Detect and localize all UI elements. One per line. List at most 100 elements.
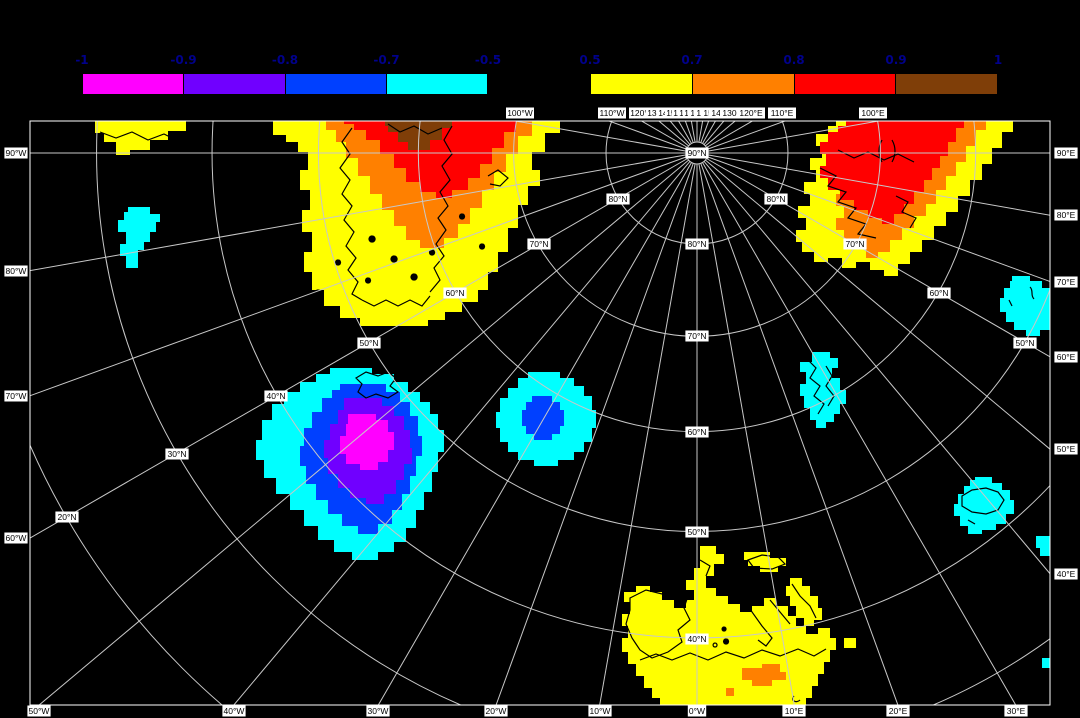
grid-labels: 100°W110°W120°W130°W140°W150°W160°W170°W… (4, 107, 1078, 717)
grid-label-box (527, 238, 551, 250)
grid-label: 40°N (685, 633, 709, 645)
meridian-line (705, 159, 1050, 450)
meridian-line (30, 154, 687, 272)
coastline (878, 139, 883, 163)
region-ural-cyan (800, 352, 846, 428)
grid-label-text: 60°N (688, 427, 707, 437)
grid-label-box (629, 107, 657, 119)
meridian-line (702, 162, 1017, 705)
meridian-line (30, 156, 687, 397)
grid-label-text: 40°E (1057, 569, 1076, 579)
coastline (825, 365, 835, 407)
coastline (791, 583, 817, 619)
negative-colorbar-segment-0 (83, 74, 185, 94)
region-africa-orange-dot (726, 688, 734, 696)
grid-label: 90°W (4, 147, 28, 159)
grid-label: 80°W (4, 265, 28, 277)
region-atlantic-magenta (340, 414, 394, 470)
positive-colorbar-segment-3 (896, 74, 997, 94)
grid-label: 80°N (764, 193, 788, 205)
grid-label: 10°E (782, 705, 806, 717)
grid-label: 70°E (1054, 276, 1078, 288)
grid-label-text: 100°W (507, 108, 533, 118)
grid-label-box (165, 448, 189, 460)
grid-label-text: 120°E (739, 108, 763, 118)
grid-label-box (55, 511, 79, 523)
coastline (639, 648, 827, 661)
grid-label: 50°N (357, 337, 381, 349)
grid-label-box (685, 238, 709, 250)
grid-label: 130°E (720, 107, 748, 119)
grid-label-text: 60°N (930, 288, 949, 298)
negative-colorbar-tick-label: -0.7 (373, 53, 400, 67)
region-blacksea-yellow (744, 552, 786, 572)
grid-label-text: 40°W (224, 706, 245, 716)
region-africa-orange (742, 664, 786, 686)
coastline (807, 359, 825, 415)
grid-label: 80°N (685, 238, 709, 250)
grid-label-text: 50°N (1016, 338, 1035, 348)
grid-label-box (1054, 568, 1078, 580)
grid-label-box (737, 107, 765, 119)
grid-label: 70°N (685, 330, 709, 342)
latitude-circle-30N (96, 121, 1050, 705)
grid-label-box (782, 705, 806, 717)
map-frame (29, 120, 1051, 706)
coastline (355, 371, 400, 399)
grid-label-box (366, 705, 390, 717)
coastline (819, 167, 877, 239)
grid-label-box (588, 705, 612, 717)
grid-label-box (685, 526, 709, 538)
coastline (387, 123, 443, 135)
coastline (769, 599, 791, 625)
grid-label-text: 60°W (6, 533, 27, 543)
grid-label-text: 70°W (6, 391, 27, 401)
grid-label: 10°W (588, 705, 612, 717)
grid-label-text: 0°W (689, 706, 705, 716)
grid-label-box (222, 705, 246, 717)
grid-label: 30°E (1004, 705, 1028, 717)
grid-label: 100°W (506, 107, 534, 119)
grid-label: 120°W (629, 107, 657, 119)
coastline (99, 131, 179, 142)
grid-label: 60°N (927, 287, 951, 299)
coastline (625, 589, 691, 659)
negative-colorbar-tick-label: -0.5 (474, 53, 502, 67)
meridian-line (703, 161, 1050, 575)
negative-colorbar-tick-label: -0.8 (271, 53, 299, 67)
meridian-line (38, 159, 689, 705)
coastline (891, 139, 896, 163)
positive-colorbar-segment-0 (591, 74, 693, 94)
coastline (967, 519, 976, 525)
grid-label-box (484, 705, 508, 717)
coastline (722, 638, 730, 645)
coastline (428, 249, 436, 256)
grid-label-text: 50°N (688, 527, 707, 537)
region-center-blue (522, 396, 564, 440)
negative-colorbar-tick-label: -0.9 (170, 53, 197, 67)
meridian-line (495, 163, 694, 705)
coastline (361, 295, 431, 307)
grid-label: 70°N (843, 238, 867, 250)
grid-label-box (443, 287, 467, 299)
grid-label-box (1013, 337, 1037, 349)
coastline (895, 195, 917, 229)
grid-label: 30°W (366, 705, 390, 717)
grid-label-text: 80°E (1057, 210, 1076, 220)
grid-label: 50°N (1013, 337, 1037, 349)
region-europe-africa-yellow (622, 546, 836, 705)
grid-label: 20°W (484, 705, 508, 717)
grid-label-box (1054, 276, 1078, 288)
region-top-left-strip-yellow (95, 121, 186, 155)
grid-label-text: 10°E (785, 706, 804, 716)
meridian-line (698, 163, 795, 705)
coastlines (99, 123, 1035, 703)
coastline (390, 255, 398, 263)
grid-label: 120°E (737, 107, 765, 119)
positive-colorbar-segment-2 (794, 74, 897, 94)
region-lake-cyan (954, 477, 1014, 534)
grid-label: 50°N (685, 526, 709, 538)
